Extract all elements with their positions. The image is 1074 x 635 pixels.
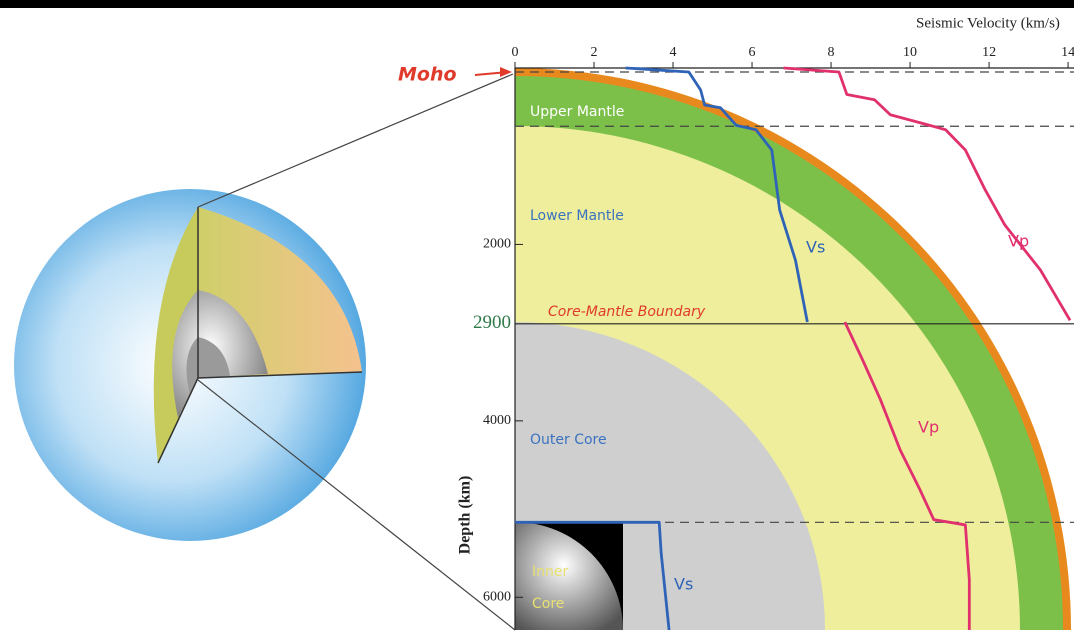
velocity-line — [515, 520, 671, 631]
zoom-line — [197, 379, 516, 631]
x-tick-label: 12 — [982, 45, 996, 60]
frame — [0, 0, 1074, 8]
x-tick-label: 0 — [512, 45, 519, 60]
zoom-line — [197, 73, 514, 208]
x-tick-label: 10 — [903, 45, 917, 60]
y-axis-title: Depth (km) — [457, 476, 474, 555]
moho-arrowhead — [500, 67, 512, 77]
velocity-line — [783, 66, 1072, 321]
velocity-line — [843, 321, 971, 630]
layer-label: Outer Core — [530, 432, 607, 448]
globe-edges — [157, 207, 363, 464]
layer-label: Core-Mantle Boundary — [548, 304, 706, 320]
x-axis-title: Seismic Velocity (km/s) — [916, 15, 1060, 31]
x-tick-label: 8 — [828, 45, 835, 60]
series-label: Vp — [918, 418, 939, 437]
series-label: Vs — [674, 575, 693, 594]
y-tick-label: 4000 — [483, 413, 511, 428]
velocity-line — [625, 66, 809, 323]
moho-label: Moho — [398, 64, 457, 86]
layer-label: Lower Mantle — [530, 208, 624, 224]
x-tick-label: 4 — [670, 45, 677, 60]
y-tick-label: 2900 — [473, 312, 511, 333]
y-tick-label: 2000 — [483, 237, 511, 252]
layer-label: Upper Mantle — [530, 104, 624, 120]
x-tick-label: 14 — [1061, 45, 1074, 60]
layer-label: Inner Core — [532, 564, 569, 612]
x-tick-label: 6 — [749, 45, 756, 60]
y-tick-label: 6000 — [483, 589, 511, 604]
inner-core — [515, 522, 623, 630]
series-label: Vs — [806, 238, 825, 257]
x-tick-label: 2 — [591, 45, 598, 60]
